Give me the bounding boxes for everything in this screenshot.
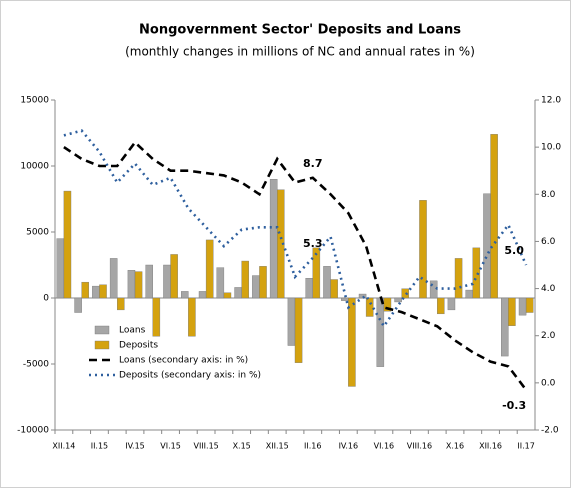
bar xyxy=(216,267,225,299)
bar xyxy=(323,266,331,299)
bar xyxy=(252,275,260,299)
bar xyxy=(99,284,107,299)
bar xyxy=(348,297,356,387)
x-tick-label: VI.15 xyxy=(160,442,181,451)
data-label: 5.0 xyxy=(504,244,524,257)
legend-label: Deposits (secondary axis: in %) xyxy=(119,371,261,381)
legend-label: Loans xyxy=(119,326,146,336)
bar xyxy=(447,297,456,311)
bar xyxy=(188,297,196,337)
bar xyxy=(305,278,313,299)
bar xyxy=(259,266,267,299)
bar xyxy=(109,258,118,299)
y-tick-label: 5000 xyxy=(26,228,49,238)
legend-swatch xyxy=(94,325,110,335)
bar xyxy=(365,297,374,317)
y2-tick-label: 0.0 xyxy=(541,378,556,388)
bar xyxy=(134,271,143,299)
chart-title: Nongovernment Sector' Deposits and Loans xyxy=(139,23,461,38)
bar xyxy=(163,264,171,299)
y2-tick-label: 2.0 xyxy=(541,331,556,341)
y2-tick-label: 8.0 xyxy=(541,190,556,200)
y-tick-label: 0 xyxy=(43,294,49,304)
y2-tick-label: 10.0 xyxy=(541,143,561,153)
bar xyxy=(294,297,303,363)
bar xyxy=(269,178,278,299)
x-tick-label: VIII.16 xyxy=(407,442,432,451)
bar xyxy=(483,193,491,299)
bar xyxy=(508,297,516,326)
x-tick-label: XII.14 xyxy=(52,442,75,451)
bar xyxy=(525,297,534,313)
bar xyxy=(312,247,321,299)
bar xyxy=(63,190,72,299)
x-tick-label: II.17 xyxy=(517,442,534,451)
bar xyxy=(234,287,242,299)
bar xyxy=(437,297,445,315)
legend-label: Loans (secondary axis: in %) xyxy=(119,356,248,366)
chart-subtitle: (monthly changes in millions of NC and a… xyxy=(125,45,475,59)
x-tick-label: IV.16 xyxy=(339,442,359,451)
x-tick-label: VI.16 xyxy=(374,442,395,451)
y-tick-label: 15000 xyxy=(20,96,49,106)
bar xyxy=(394,297,402,303)
x-tick-label: II.15 xyxy=(91,442,108,451)
y2-tick-label: 12.0 xyxy=(541,96,561,106)
x-tick-label: II.16 xyxy=(304,442,321,451)
bar xyxy=(223,292,232,299)
bar xyxy=(181,291,189,299)
bar xyxy=(56,238,65,299)
y2-tick-label: 4.0 xyxy=(541,284,556,294)
bar xyxy=(401,288,409,299)
bar xyxy=(490,134,498,299)
bar xyxy=(117,297,125,311)
line xyxy=(63,129,528,329)
data-label: 8.7 xyxy=(303,157,323,170)
x-tick-label: X.15 xyxy=(233,442,251,451)
bar xyxy=(74,297,82,313)
bar xyxy=(170,254,178,299)
bar xyxy=(81,281,89,299)
x-tick-label: VIII.15 xyxy=(193,442,218,451)
data-label: -0.3 xyxy=(502,399,526,412)
bar xyxy=(152,297,161,337)
bar xyxy=(472,247,481,299)
y2-tick-label: 6.0 xyxy=(541,237,556,247)
bar xyxy=(518,297,527,316)
bar xyxy=(454,258,463,299)
line xyxy=(63,140,528,391)
bar xyxy=(419,200,427,299)
legend-label: Deposits xyxy=(119,341,158,351)
bar xyxy=(376,297,385,367)
bar xyxy=(465,289,473,299)
bar xyxy=(127,270,136,299)
bar xyxy=(92,285,100,299)
bar xyxy=(287,297,296,346)
y-tick-label: -10000 xyxy=(17,426,49,436)
x-tick-label: XII.16 xyxy=(479,442,502,451)
bar xyxy=(198,291,207,299)
bar xyxy=(205,239,214,299)
y-tick-label: -5000 xyxy=(23,360,49,370)
bar xyxy=(501,297,509,357)
bar xyxy=(145,264,153,299)
bar xyxy=(383,297,392,312)
data-label: 5.3 xyxy=(303,237,323,250)
x-tick-label: XII.15 xyxy=(266,442,289,451)
bar xyxy=(330,279,338,299)
bar xyxy=(341,297,349,301)
y2-tick-label: -2.0 xyxy=(541,426,559,436)
bar xyxy=(358,293,367,299)
x-tick-label: IV.15 xyxy=(125,442,145,451)
x-tick-label: X.16 xyxy=(446,442,464,451)
legend-swatch xyxy=(94,340,110,350)
bar xyxy=(241,260,249,299)
y-tick-label: 10000 xyxy=(20,162,49,172)
